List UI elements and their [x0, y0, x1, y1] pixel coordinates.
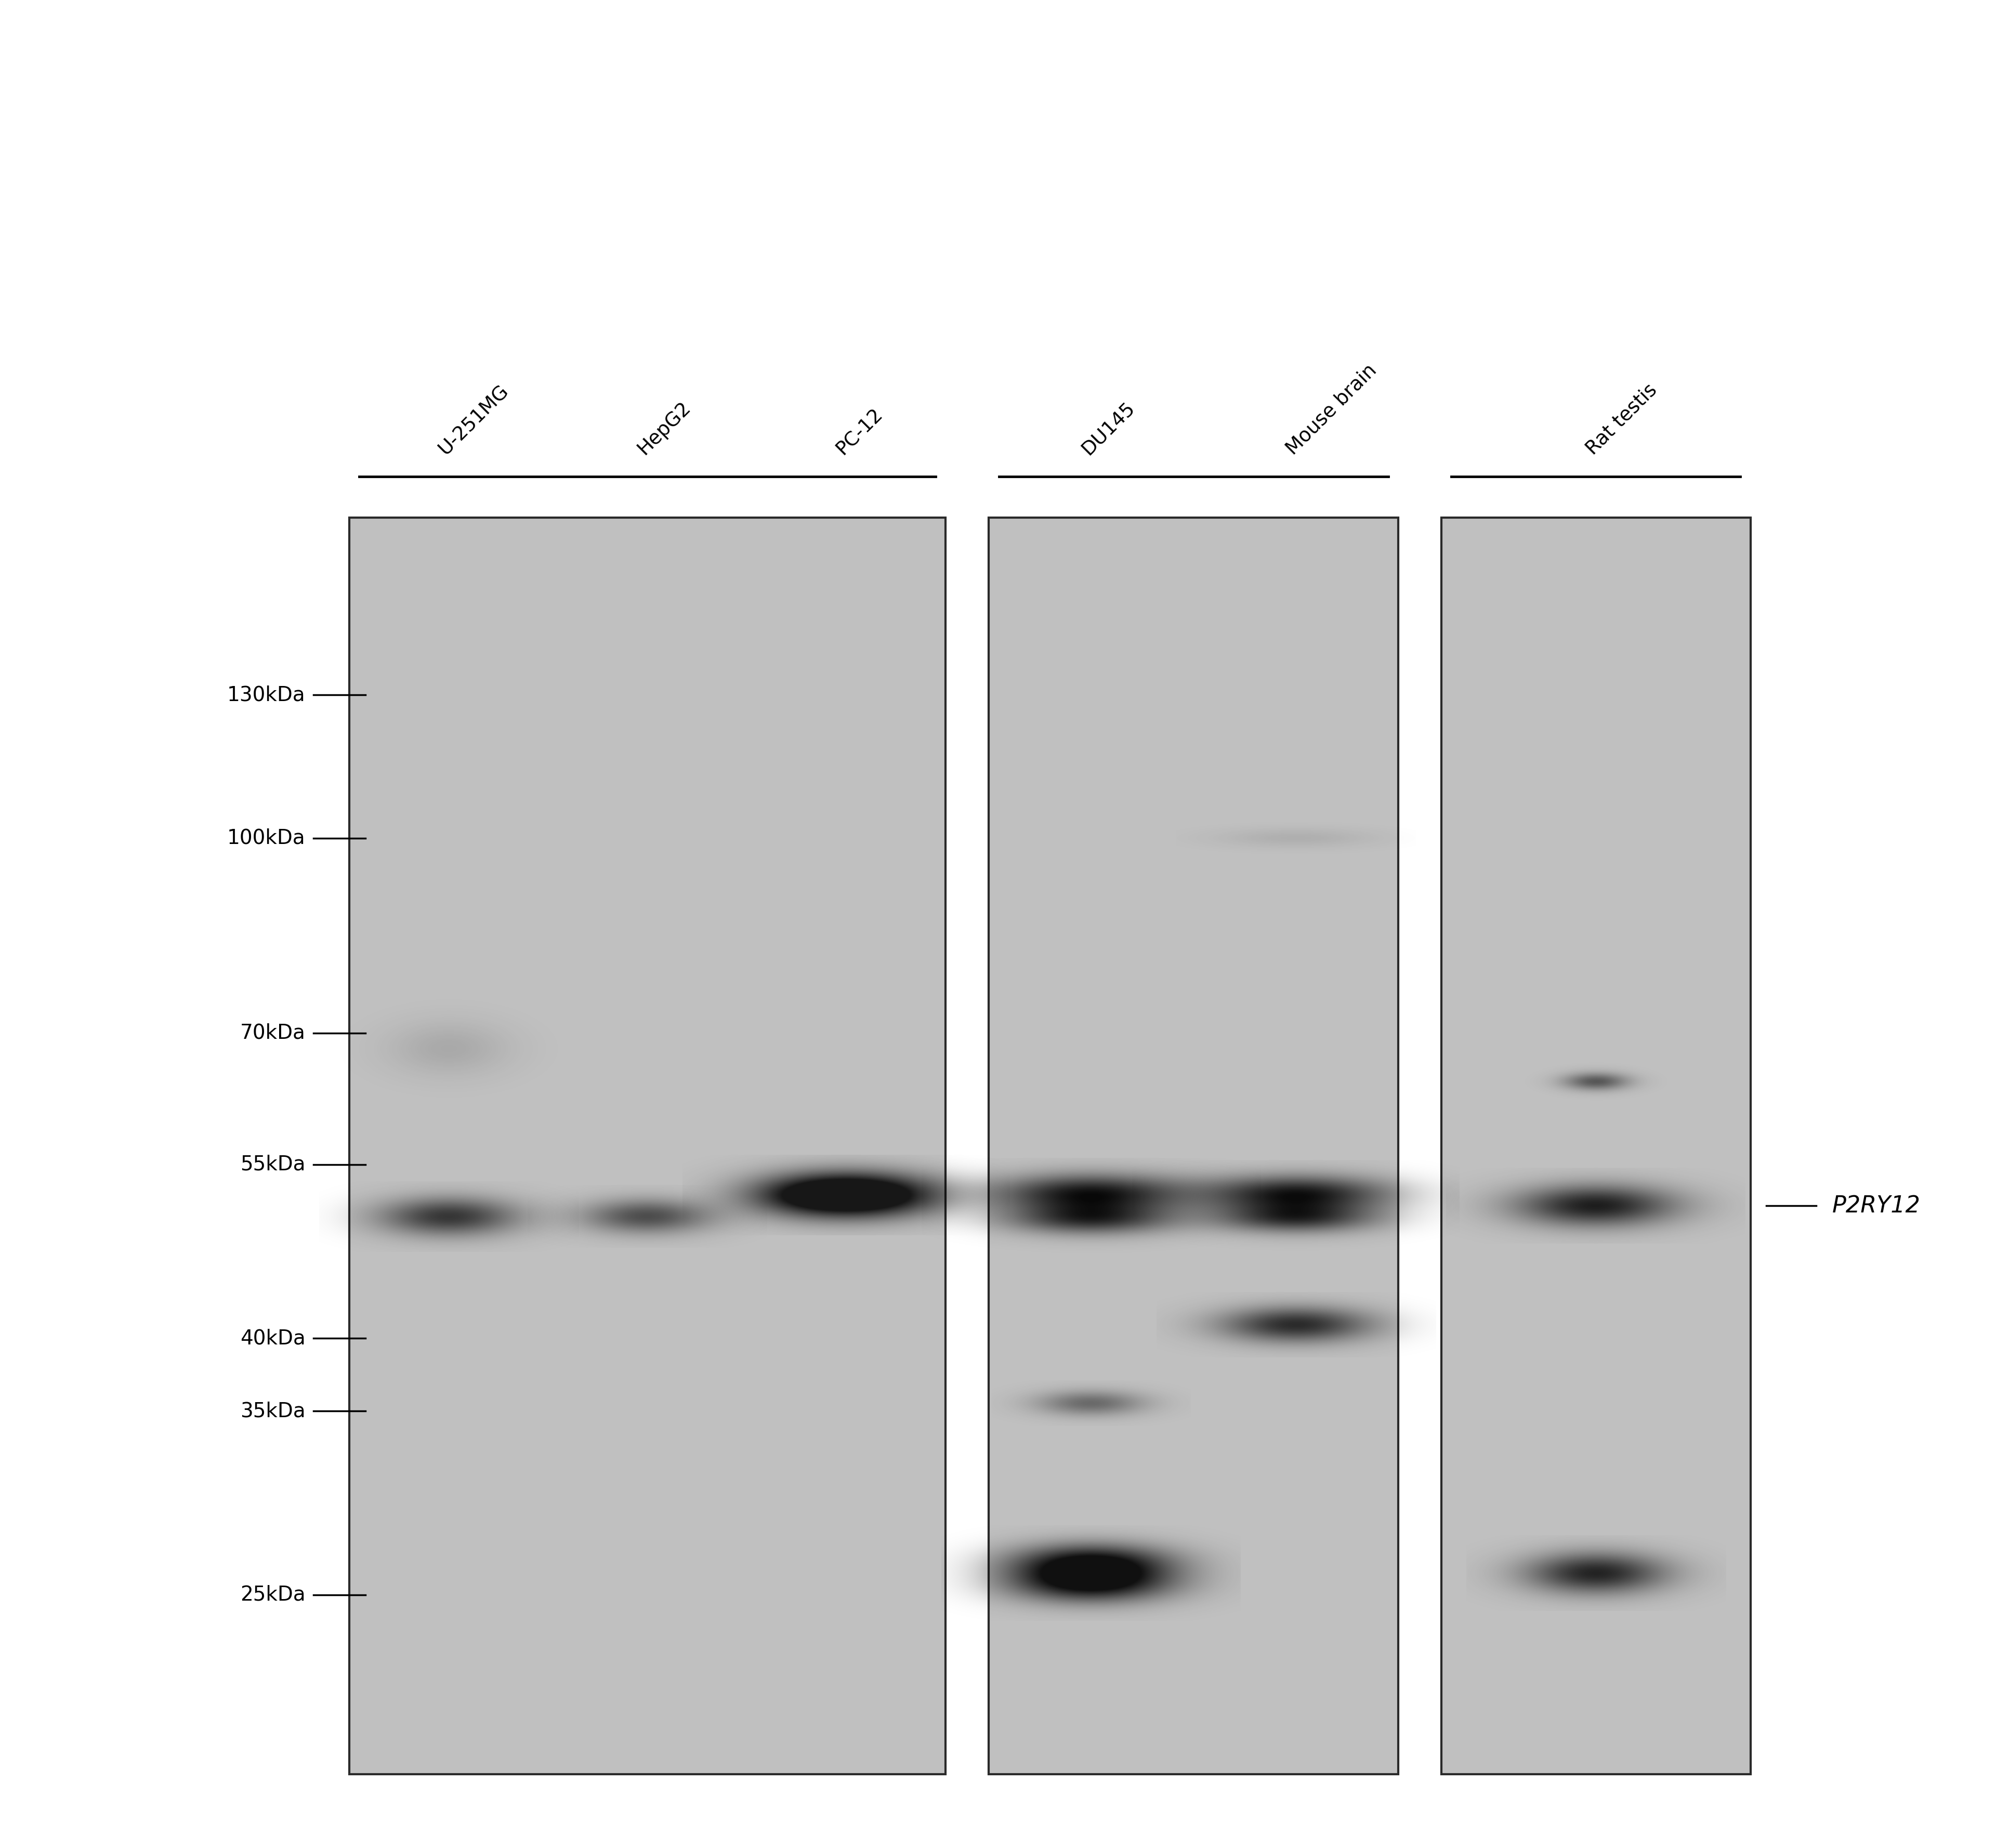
- Text: 25kDa: 25kDa: [240, 1586, 305, 1604]
- Text: 100kDa: 100kDa: [228, 828, 305, 848]
- Text: 70kDa: 70kDa: [240, 1024, 305, 1042]
- Text: 55kDa: 55kDa: [240, 1155, 305, 1173]
- Text: Rat testis: Rat testis: [1583, 381, 1661, 458]
- Text: DU145: DU145: [1078, 397, 1138, 458]
- Bar: [1441, 517, 1750, 1774]
- Bar: [349, 517, 946, 1774]
- Text: U-251MG: U-251MG: [435, 381, 513, 458]
- Text: PC-12: PC-12: [832, 405, 886, 458]
- Text: P2RY12: P2RY12: [1832, 1194, 1920, 1216]
- Text: 40kDa: 40kDa: [240, 1329, 305, 1349]
- Text: 35kDa: 35kDa: [240, 1401, 305, 1421]
- Text: Mouse brain: Mouse brain: [1283, 360, 1381, 458]
- Text: 130kDa: 130kDa: [228, 686, 305, 704]
- Text: HepG2: HepG2: [635, 397, 695, 458]
- Bar: [988, 517, 1399, 1774]
